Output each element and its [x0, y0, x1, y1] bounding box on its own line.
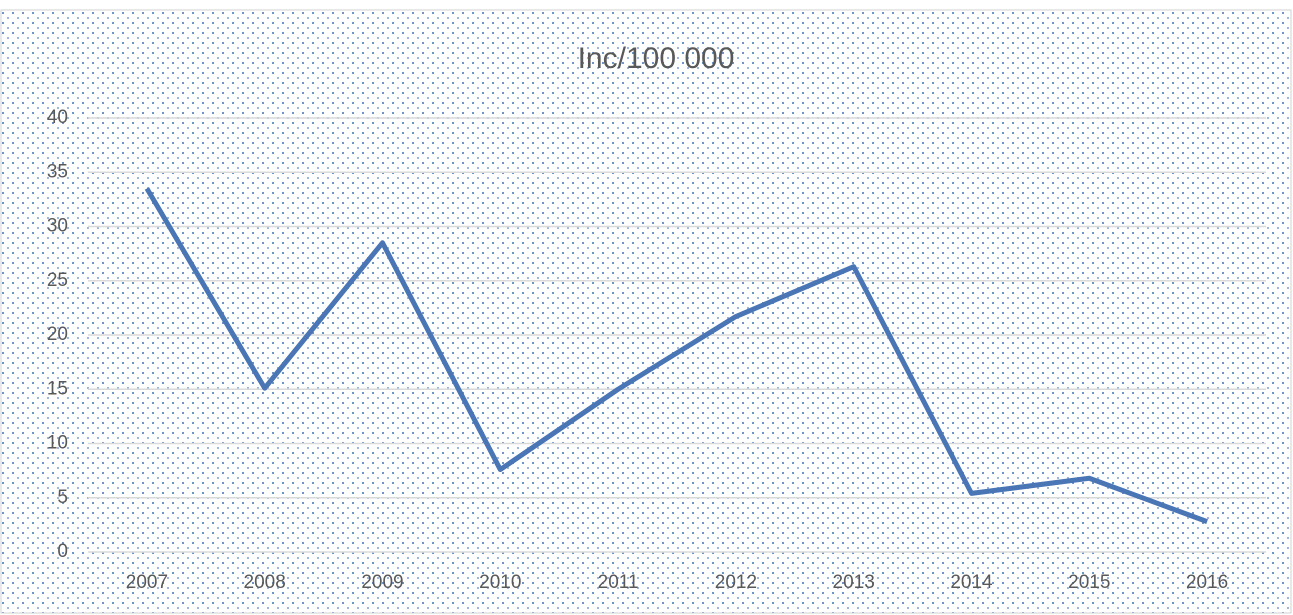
y-tick-label: 40 — [47, 107, 68, 128]
y-tick-label: 25 — [47, 270, 68, 291]
y-tick-label: 0 — [57, 541, 68, 562]
y-tick-label: 15 — [47, 378, 68, 399]
chart-title: Inc/100 000 — [578, 42, 735, 75]
y-tick-label: 35 — [47, 161, 68, 182]
y-tick-label: 5 — [57, 487, 68, 508]
x-tick-label: 2008 — [244, 572, 286, 593]
x-tick-label: 2011 — [598, 572, 639, 593]
x-tick-label: 2013 — [833, 572, 875, 593]
y-tick-label: 30 — [47, 216, 68, 237]
y-tick-label: 20 — [47, 324, 68, 345]
x-tick-label: 2007 — [126, 572, 168, 593]
x-tick-label: 2016 — [1186, 572, 1228, 593]
x-tick-label: 2015 — [1068, 572, 1110, 593]
x-tick-label: 2014 — [950, 572, 993, 593]
y-tick-label: 10 — [47, 433, 68, 454]
chart-background — [0, 9, 1292, 614]
x-tick-label: 2010 — [479, 572, 521, 593]
data-line — [144, 187, 1208, 524]
x-tick-label: 2012 — [715, 572, 757, 593]
x-tick-label: 2009 — [361, 572, 403, 593]
